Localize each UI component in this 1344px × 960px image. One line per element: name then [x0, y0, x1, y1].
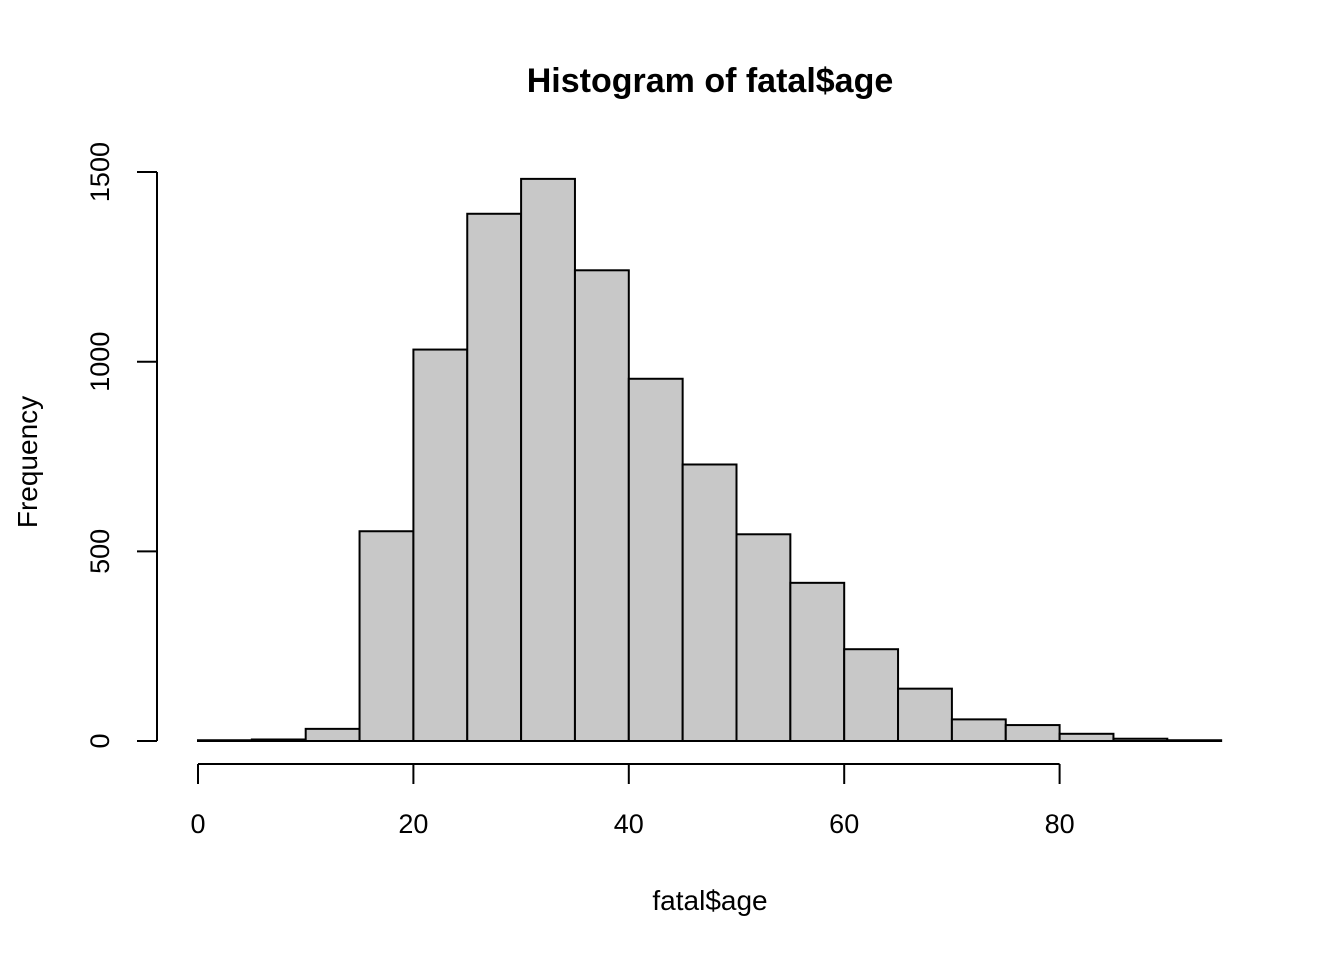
- x-tick-label: 0: [190, 809, 205, 839]
- histogram-bar: [735, 533, 792, 742]
- histogram-bar: [1004, 724, 1061, 742]
- histogram-bar: [681, 463, 738, 742]
- histogram-bar: [358, 530, 415, 742]
- histogram-bar: [897, 687, 953, 743]
- x-axis-label: fatal$age: [652, 885, 767, 916]
- x-tick-label: 80: [1045, 809, 1075, 839]
- histogram-bar: [304, 727, 361, 743]
- y-axis: 0 500 1000 1500: [85, 142, 158, 749]
- histogram-bar: [466, 212, 523, 742]
- histogram-bar: [627, 377, 684, 742]
- chart-title: Histogram of fatal$age: [527, 62, 894, 100]
- histogram-bar: [843, 648, 900, 743]
- histogram-bar: [1058, 732, 1115, 742]
- y-tick-label: 1000: [85, 332, 115, 392]
- x-tick-label: 20: [398, 809, 428, 839]
- histogram-bar: [950, 718, 1007, 742]
- y-axis-label: Frequency: [12, 396, 43, 528]
- y-tick-label: 500: [85, 529, 115, 574]
- bars-group: [197, 177, 1223, 743]
- y-tick-label: 0: [85, 733, 115, 748]
- histogram-bar: [573, 269, 630, 742]
- x-tick-label: 60: [829, 809, 859, 839]
- x-tick-label: 40: [614, 809, 644, 839]
- y-tick-label: 1500: [85, 142, 115, 202]
- histogram-bar: [520, 177, 576, 743]
- histogram-bar: [412, 348, 469, 742]
- histogram-bar: [1166, 739, 1223, 742]
- histogram-bar: [789, 581, 846, 743]
- histogram-bar: [250, 738, 307, 742]
- histogram-bar: [1112, 737, 1169, 742]
- histogram-bar: [197, 739, 253, 742]
- x-axis: 0 20 40 60 80: [190, 763, 1075, 839]
